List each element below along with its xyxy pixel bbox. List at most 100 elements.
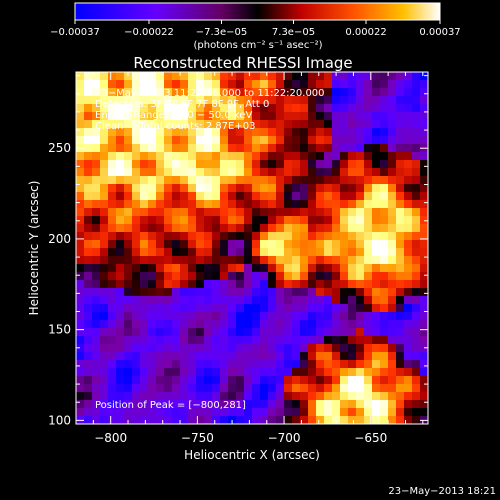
heatmap-cell [116,376,125,385]
heatmap-cell [340,112,349,121]
heatmap-cell [412,160,421,169]
heatmap-cell [148,120,157,129]
heatmap-cell [268,344,277,353]
heatmap-cell [252,280,261,289]
heatmap-cell [180,136,189,145]
heatmap-cell [92,328,101,337]
heatmap-cell [316,384,325,393]
heatmap-cell [388,96,397,105]
heatmap-cell [332,80,341,89]
heatmap-cell [228,288,237,297]
heatmap-cell [332,304,341,313]
heatmap-cell [284,344,293,353]
heatmap-cell [252,104,261,113]
heatmap-cell [236,160,245,169]
heatmap-cell [308,296,317,305]
x-axis-label: Heliocentric X (arcsec) [184,448,320,462]
heatmap-cell [196,96,205,105]
heatmap-cell [380,240,389,249]
y-axis-label: Heliocentric Y (arcsec) [27,181,41,316]
heatmap-cell [316,328,325,337]
heatmap-cell [388,120,397,129]
heatmap-cell [404,392,413,401]
heatmap-cell [284,320,293,329]
heatmap-cell [372,376,381,385]
heatmap-cell [308,280,317,289]
heatmap-cell [132,104,141,113]
heatmap-cell [388,368,397,377]
heatmap-cell [332,232,341,241]
heatmap-cell [348,248,357,257]
heatmap-cell [220,288,229,297]
heatmap-cell [380,400,389,409]
heatmap-cell [420,376,428,385]
heatmap-cell [356,408,365,417]
heatmap-cell [356,120,365,129]
heatmap-cell [260,408,269,417]
heatmap-cell [340,128,349,137]
heatmap-cell [204,160,213,169]
heatmap-cell [356,160,365,169]
heatmap-cell [236,272,245,281]
heatmap-cell [156,392,165,401]
heatmap-cell [148,280,157,289]
heatmap-cell [292,248,301,257]
heatmap-cell [124,152,133,161]
heatmap-cell [180,416,189,424]
heatmap-cell [100,88,109,97]
heatmap-cell [340,352,349,361]
heatmap-cell [308,288,317,297]
heatmap-cell [396,272,405,281]
heatmap-cell [356,152,365,161]
heatmap-cell [268,232,277,241]
heatmap-cell [188,360,197,369]
heatmap-cell [220,400,229,409]
heatmap-cell [252,328,261,337]
heatmap-cell [244,256,253,265]
heatmap-cell [404,136,413,145]
heatmap-cell [84,88,93,97]
heatmap-cell [268,152,277,161]
heatmap-cell [228,144,237,153]
heatmap-cell [284,96,293,105]
heatmap-cell [76,208,85,217]
heatmap-cell [204,352,213,361]
heatmap-cell [156,304,165,313]
heatmap-cell [316,304,325,313]
heatmap-cell [412,256,421,265]
heatmap-cell [324,192,333,201]
heatmap-cell [364,336,373,345]
heatmap-cell [404,216,413,225]
heatmap-cell [316,408,325,417]
heatmap-cell [164,208,173,217]
heatmap-cell [372,104,381,113]
heatmap-cell [204,416,213,424]
heatmap-cell [212,72,221,81]
heatmap-cell [212,104,221,113]
heatmap-cell [108,336,117,345]
heatmap-cell [284,232,293,241]
heatmap-cell [380,224,389,233]
heatmap-cell [116,184,125,193]
heatmap-cell [164,376,173,385]
heatmap-cell [100,200,109,209]
heatmap-cell [140,72,149,81]
heatmap-cell [316,160,325,169]
heatmap-cell [92,168,101,177]
heatmap-cell [204,296,213,305]
heatmap-cell [204,120,213,129]
heatmap-cell [356,192,365,201]
heatmap-cell [220,144,229,153]
heatmap-cell [188,408,197,417]
heatmap-cell [300,168,309,177]
heatmap-cell [404,192,413,201]
heatmap-cell [396,376,405,385]
heatmap-cell [100,320,109,329]
heatmap-cell [268,112,277,121]
heatmap-cell [172,192,181,201]
heatmap-cell [156,376,165,385]
heatmap-cell [380,280,389,289]
heatmap-cell [420,344,428,353]
heatmap-cell [220,352,229,361]
heatmap-cell [220,96,229,105]
